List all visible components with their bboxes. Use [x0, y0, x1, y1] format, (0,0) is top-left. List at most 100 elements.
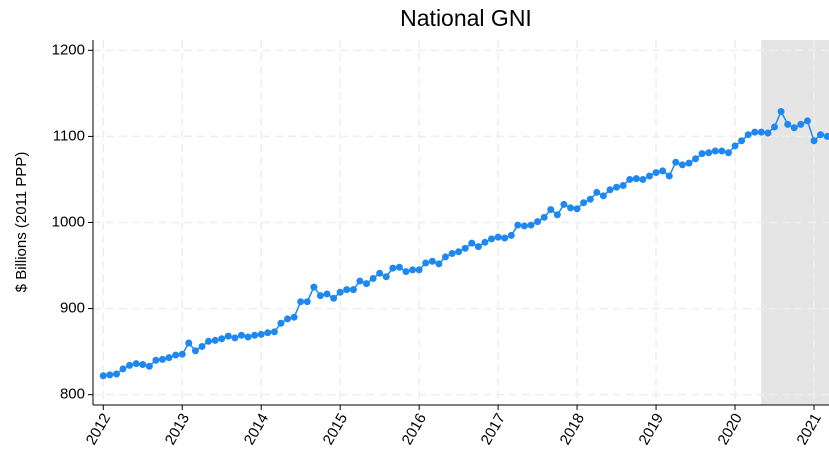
- y-tick-label: 1100: [53, 127, 85, 144]
- data-point: [534, 218, 542, 226]
- data-point: [415, 266, 423, 274]
- data-point: [119, 365, 127, 373]
- data-point: [501, 234, 509, 242]
- data-point: [336, 288, 344, 296]
- data-point: [218, 335, 226, 343]
- data-point: [724, 149, 732, 157]
- data-point: [435, 260, 443, 268]
- data-point: [507, 231, 515, 239]
- data-point: [659, 167, 667, 175]
- data-point: [810, 137, 818, 145]
- data-point: [639, 175, 647, 183]
- data-point: [139, 361, 147, 369]
- data-point: [672, 158, 680, 166]
- data-point: [606, 186, 614, 194]
- data-point: [705, 149, 713, 157]
- data-point: [441, 253, 449, 261]
- data-point: [751, 128, 759, 136]
- data-point: [409, 266, 417, 274]
- data-point: [356, 277, 364, 285]
- data-point: [132, 360, 140, 368]
- data-point: [349, 286, 357, 294]
- data-point: [540, 213, 548, 221]
- y-tick-label: 900: [60, 300, 85, 317]
- data-point: [165, 354, 173, 362]
- data-point: [744, 131, 752, 139]
- data-point: [185, 339, 193, 347]
- data-point: [455, 248, 463, 256]
- data-point: [237, 331, 245, 339]
- data-point: [711, 147, 719, 155]
- data-point: [547, 206, 555, 214]
- data-point: [145, 362, 153, 370]
- data-point: [205, 337, 213, 345]
- data-point: [178, 350, 186, 358]
- data-point: [448, 249, 456, 257]
- data-point: [330, 294, 338, 302]
- x-tick-label: 2015: [320, 410, 351, 447]
- data-point: [270, 328, 278, 336]
- data-point: [586, 195, 594, 203]
- data-point: [613, 183, 621, 191]
- data-point: [303, 298, 311, 306]
- data-point: [106, 371, 114, 379]
- data-point: [158, 355, 166, 363]
- data-point: [297, 298, 305, 306]
- data-point: [474, 243, 482, 251]
- data-point: [685, 159, 693, 167]
- data-point: [698, 150, 706, 158]
- data-point: [257, 330, 265, 338]
- data-point: [757, 128, 765, 136]
- y-axis-label: $ Billions (2011 PPP): [13, 152, 30, 293]
- data-point: [784, 120, 792, 128]
- x-tick-label: 2018: [557, 410, 588, 447]
- data-point: [678, 161, 686, 169]
- data-point: [580, 199, 588, 207]
- y-tick-label: 800: [60, 386, 85, 403]
- data-point: [718, 147, 726, 155]
- data-point: [468, 239, 476, 247]
- data-point: [310, 283, 318, 291]
- data-point: [461, 244, 469, 252]
- data-point: [573, 205, 581, 213]
- data-point: [284, 315, 292, 323]
- data-point: [172, 351, 180, 359]
- data-point: [316, 292, 324, 300]
- data-point: [626, 175, 634, 183]
- data-point: [481, 238, 489, 246]
- data-point: [560, 200, 568, 208]
- data-point: [231, 334, 239, 342]
- data-point: [632, 175, 640, 183]
- data-point: [553, 211, 561, 219]
- data-point: [428, 257, 436, 265]
- data-point: [402, 268, 410, 276]
- data-point: [343, 286, 351, 294]
- data-point: [777, 107, 785, 115]
- data-point: [152, 356, 160, 364]
- x-tick-label: 2021: [793, 410, 824, 447]
- y-tick-label: 1200: [52, 41, 85, 58]
- data-point: [692, 155, 700, 163]
- data-point: [290, 313, 298, 321]
- x-tick-label: 2019: [636, 410, 667, 447]
- x-tick-label: 2017: [478, 410, 509, 447]
- data-point: [488, 235, 496, 243]
- data-point: [376, 269, 384, 277]
- chart-title: National GNI: [400, 5, 532, 31]
- data-point: [99, 372, 107, 380]
- data-point: [422, 259, 430, 267]
- data-point: [264, 329, 272, 337]
- x-tick-label: 2016: [399, 410, 430, 447]
- data-point: [619, 181, 627, 189]
- data-point: [665, 172, 673, 180]
- data-point: [251, 331, 259, 339]
- data-point: [369, 274, 377, 282]
- data-point: [790, 124, 798, 132]
- data-point: [823, 132, 829, 140]
- data-point: [211, 336, 219, 344]
- data-point: [771, 123, 779, 131]
- data-point: [817, 131, 825, 139]
- data-point: [198, 342, 206, 350]
- data-point: [646, 172, 654, 180]
